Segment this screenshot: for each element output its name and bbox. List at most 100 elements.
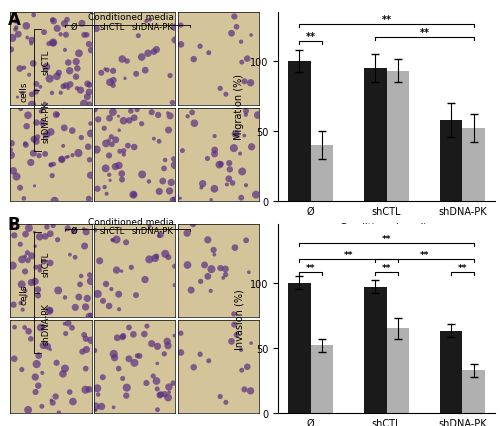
Point — [80, 32, 88, 39]
Point — [222, 399, 230, 406]
Bar — [440, 331, 462, 413]
Point — [43, 224, 51, 231]
Point — [106, 178, 114, 184]
Bar — [462, 370, 485, 413]
Point — [32, 389, 40, 395]
Point — [27, 41, 35, 48]
Point — [113, 334, 121, 341]
Point — [222, 92, 230, 98]
Point — [46, 308, 54, 314]
Point — [38, 120, 46, 127]
Point — [36, 84, 44, 91]
Point — [78, 21, 86, 28]
Point — [232, 24, 240, 31]
Text: A: A — [8, 11, 20, 29]
Point — [32, 243, 40, 250]
Point — [64, 320, 72, 327]
Point — [146, 17, 154, 24]
Point — [187, 287, 195, 294]
Point — [22, 124, 30, 130]
Point — [49, 40, 57, 47]
Point — [200, 262, 208, 269]
Point — [12, 25, 20, 32]
Point — [254, 112, 262, 119]
Point — [96, 258, 104, 265]
Point — [62, 154, 70, 161]
Point — [47, 162, 55, 169]
Point — [110, 78, 118, 84]
Point — [32, 374, 40, 380]
Point — [66, 252, 74, 259]
Point — [37, 109, 45, 115]
Text: shDNA-PK: shDNA-PK — [132, 23, 173, 32]
Point — [22, 23, 30, 30]
Point — [225, 176, 233, 183]
Point — [169, 380, 177, 387]
Point — [36, 264, 44, 271]
Point — [30, 12, 38, 19]
Point — [66, 68, 74, 75]
Text: Ø: Ø — [70, 226, 78, 235]
Point — [134, 353, 141, 360]
Point — [54, 112, 62, 119]
Point — [166, 113, 174, 120]
Bar — [288, 283, 310, 413]
Point — [37, 325, 45, 331]
Point — [46, 76, 54, 83]
Point — [156, 232, 164, 239]
Point — [118, 268, 126, 275]
Point — [206, 288, 214, 294]
Point — [10, 233, 18, 239]
Point — [242, 108, 250, 115]
Point — [86, 82, 94, 89]
Point — [87, 278, 95, 285]
Point — [252, 192, 260, 199]
Point — [114, 366, 122, 372]
Point — [10, 324, 18, 331]
Point — [184, 114, 192, 121]
Point — [100, 126, 108, 132]
Point — [168, 100, 176, 107]
Point — [169, 197, 177, 204]
Point — [238, 367, 246, 374]
Point — [46, 308, 54, 314]
Point — [20, 65, 28, 72]
Point — [242, 182, 250, 189]
Point — [128, 264, 136, 271]
Point — [242, 112, 250, 119]
Point — [204, 237, 212, 244]
Point — [152, 253, 160, 260]
Point — [170, 196, 178, 203]
Point — [30, 229, 38, 236]
Point — [242, 237, 250, 244]
Point — [92, 403, 100, 410]
Point — [92, 26, 100, 33]
Text: **: ** — [306, 263, 316, 272]
Point — [41, 101, 49, 108]
Point — [53, 74, 61, 81]
Bar — [310, 345, 334, 413]
Point — [105, 303, 113, 310]
Point — [230, 322, 238, 328]
Point — [21, 253, 29, 260]
Point — [110, 351, 118, 357]
Point — [83, 32, 91, 39]
Point — [55, 70, 63, 77]
Point — [94, 391, 102, 398]
Point — [245, 269, 253, 276]
Point — [20, 196, 28, 202]
Point — [125, 324, 133, 331]
Point — [8, 141, 16, 147]
Bar — [462, 129, 485, 201]
Point — [78, 348, 86, 355]
Point — [24, 35, 32, 42]
Point — [36, 234, 44, 241]
Point — [78, 135, 86, 141]
Point — [84, 144, 92, 151]
Point — [243, 56, 251, 63]
Point — [98, 403, 106, 410]
Text: Ø: Ø — [70, 23, 78, 32]
Point — [123, 384, 131, 391]
Point — [24, 406, 32, 413]
Point — [24, 250, 32, 256]
